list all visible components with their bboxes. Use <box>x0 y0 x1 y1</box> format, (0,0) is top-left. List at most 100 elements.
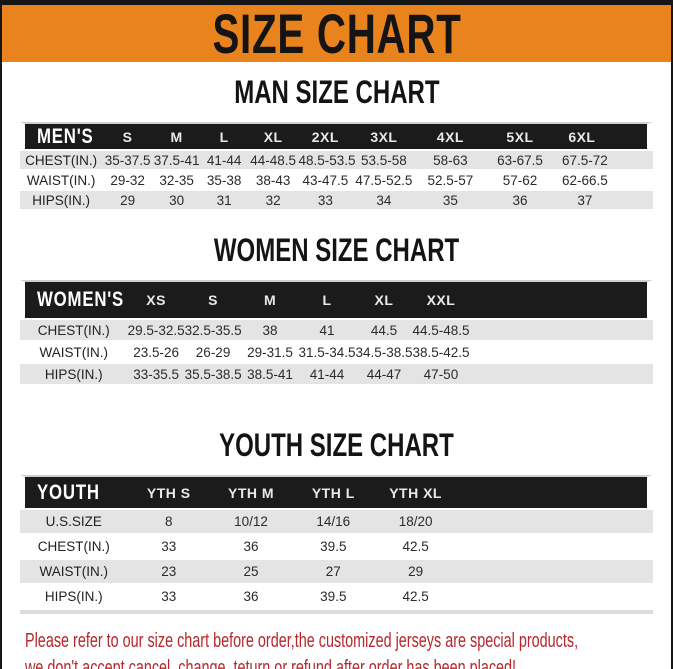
table-row: WAIST(IN.) 23 25 27 29 <box>20 560 653 585</box>
cell-value: 44.5 <box>355 320 413 342</box>
row-label: U.S.SIZE <box>20 510 128 535</box>
cell-value: 27 <box>292 560 375 585</box>
row-filler <box>456 560 653 585</box>
column-header: L <box>298 280 356 320</box>
header-filler <box>469 280 653 320</box>
cell-value: 42.5 <box>374 585 457 610</box>
cell-value: 37.5-41 <box>152 151 201 171</box>
cell-value: 36 <box>485 191 555 211</box>
cell-value: 44-48.5 <box>247 151 299 171</box>
cell-value: 62-66.5 <box>554 171 653 191</box>
column-header: YTH XL <box>374 475 457 510</box>
table-row: CHEST(IN.) 35-37.5 37.5-41 41-44 44-48.5 48.5… <box>20 151 653 171</box>
table-row: HIPS(IN.) 33-35.5 35.5-38.5 38.5-41 41-44 44-… <box>20 364 653 386</box>
youth-section-title: YOUTH SIZE CHART <box>2 427 671 463</box>
column-header: XS <box>127 280 185 320</box>
cell-value: 41-44 <box>298 364 356 386</box>
cell-value: 18/20 <box>374 510 457 535</box>
cell-value: 38.5-42.5 <box>412 342 470 364</box>
column-header: XXL <box>412 280 470 320</box>
cell-value: 52.5-57 <box>415 171 486 191</box>
column-header: M <box>241 280 299 320</box>
column-header: 6XL <box>554 122 653 151</box>
section-title-text: MAN SIZE CHART <box>233 74 440 110</box>
row-label: WAIST(IN.) <box>20 342 128 364</box>
cell-value: 33 <box>127 535 210 560</box>
cell-value: 44.5-48.5 <box>412 320 470 342</box>
column-header: L <box>200 122 248 151</box>
cell-value: 8 <box>127 510 210 535</box>
header-filler <box>456 475 653 510</box>
row-label: CHEST(IN.) <box>20 151 103 171</box>
disclaimer-line-2: we don't accept cancel, change, teturn o… <box>25 657 517 669</box>
cell-value: 31.5-34.5 <box>298 342 356 364</box>
cell-value: 33 <box>298 191 353 211</box>
table-row: U.S.SIZE 8 10/12 14/16 18/20 <box>20 510 653 535</box>
table-corner-label: MEN'S <box>20 122 103 151</box>
cell-value: 35-37.5 <box>102 151 153 171</box>
cell-value: 39.5 <box>292 535 375 560</box>
cell-value: 63-67.5 <box>485 151 555 171</box>
footer-disclaimer: Please refer to our size chart before or… <box>2 628 671 669</box>
row-label: WAIST(IN.) <box>20 171 103 191</box>
cell-value: 34 <box>352 191 416 211</box>
cell-value: 35.5-38.5 <box>184 364 242 386</box>
top-border-bar <box>2 0 671 5</box>
table-header-row: MEN'S S M L XL 2XL 3XL 4XL 5XL 6XL <box>20 122 653 151</box>
section-title-text: YOUTH SIZE CHART <box>219 427 454 463</box>
column-header: 2XL <box>298 122 353 151</box>
cell-value: 29-31.5 <box>241 342 299 364</box>
table-corner-label-text: YOUTH <box>37 480 100 504</box>
row-label: HIPS(IN.) <box>20 364 128 386</box>
cell-value: 44-47 <box>355 364 413 386</box>
table-row: WAIST(IN.) 29-32 32-35 35-38 38-43 43-47.5 47.… <box>20 171 653 191</box>
column-header: 5XL <box>485 122 555 151</box>
cell-value: 53.5-58 <box>352 151 416 171</box>
column-header: S <box>184 280 242 320</box>
cell-value: 47-50 <box>412 364 470 386</box>
column-header: YTH S <box>127 475 210 510</box>
row-filler <box>456 535 653 560</box>
row-filler <box>469 342 653 364</box>
cell-value: 32 <box>247 191 299 211</box>
table-row: HIPS(IN.) 33 36 39.5 42.5 <box>20 585 653 610</box>
cell-value: 25 <box>209 560 293 585</box>
row-filler <box>469 320 653 342</box>
column-header: M <box>152 122 201 151</box>
cell-value: 38-43 <box>247 171 299 191</box>
women-size-table-container: WOMEN'S XS S M L XL XXL CHEST(IN.) 29.5-32.5 32.5… <box>2 280 671 386</box>
column-header: YTH L <box>292 475 375 510</box>
cell-value: 32-35 <box>152 171 201 191</box>
row-label: CHEST(IN.) <box>20 320 128 342</box>
cell-value: 33-35.5 <box>127 364 185 386</box>
row-filler <box>469 364 653 386</box>
cell-value: 26-29 <box>184 342 242 364</box>
cell-value: 14/16 <box>292 510 375 535</box>
cell-value: 38.5-41 <box>241 364 299 386</box>
row-filler <box>456 510 653 535</box>
cell-value: 29 <box>374 560 457 585</box>
cell-value: 58-63 <box>415 151 486 171</box>
row-label: CHEST(IN.) <box>20 535 128 560</box>
cell-value: 35 <box>415 191 486 211</box>
cell-value: 23.5-26 <box>127 342 185 364</box>
youth-size-table-container: YOUTH YTH S YTH M YTH L YTH XL U.S.SIZE 8 10/12… <box>2 475 671 614</box>
cell-value: 29.5-32.5 <box>127 320 185 342</box>
cell-value: 48.5-53.5 <box>298 151 356 171</box>
table-header-row: WOMEN'S XS S M L XL XXL <box>20 280 653 320</box>
table-corner-label: WOMEN'S <box>20 280 128 320</box>
man-size-table-container: MEN'S S M L XL 2XL 3XL 4XL 5XL 6XL CHEST(IN.) 35-37… <box>2 122 671 211</box>
row-filler <box>456 585 653 610</box>
women-size-table: WOMEN'S XS S M L XL XXL CHEST(IN.) 29.5-32.5 32.5… <box>20 280 653 386</box>
cell-value: 37 <box>554 191 653 211</box>
women-section-title: WOMEN SIZE CHART <box>2 234 671 268</box>
column-header: YTH M <box>209 475 293 510</box>
cell-value: 23 <box>127 560 210 585</box>
table-row: WAIST(IN.) 23.5-26 26-29 29-31.5 31.5-34.5 34… <box>20 342 653 364</box>
cell-value: 38 <box>241 320 299 342</box>
table-row: CHEST(IN.) 33 36 39.5 42.5 <box>20 535 653 560</box>
row-label: HIPS(IN.) <box>20 191 103 211</box>
column-header: 3XL <box>352 122 416 151</box>
cell-value: 33 <box>127 585 210 610</box>
